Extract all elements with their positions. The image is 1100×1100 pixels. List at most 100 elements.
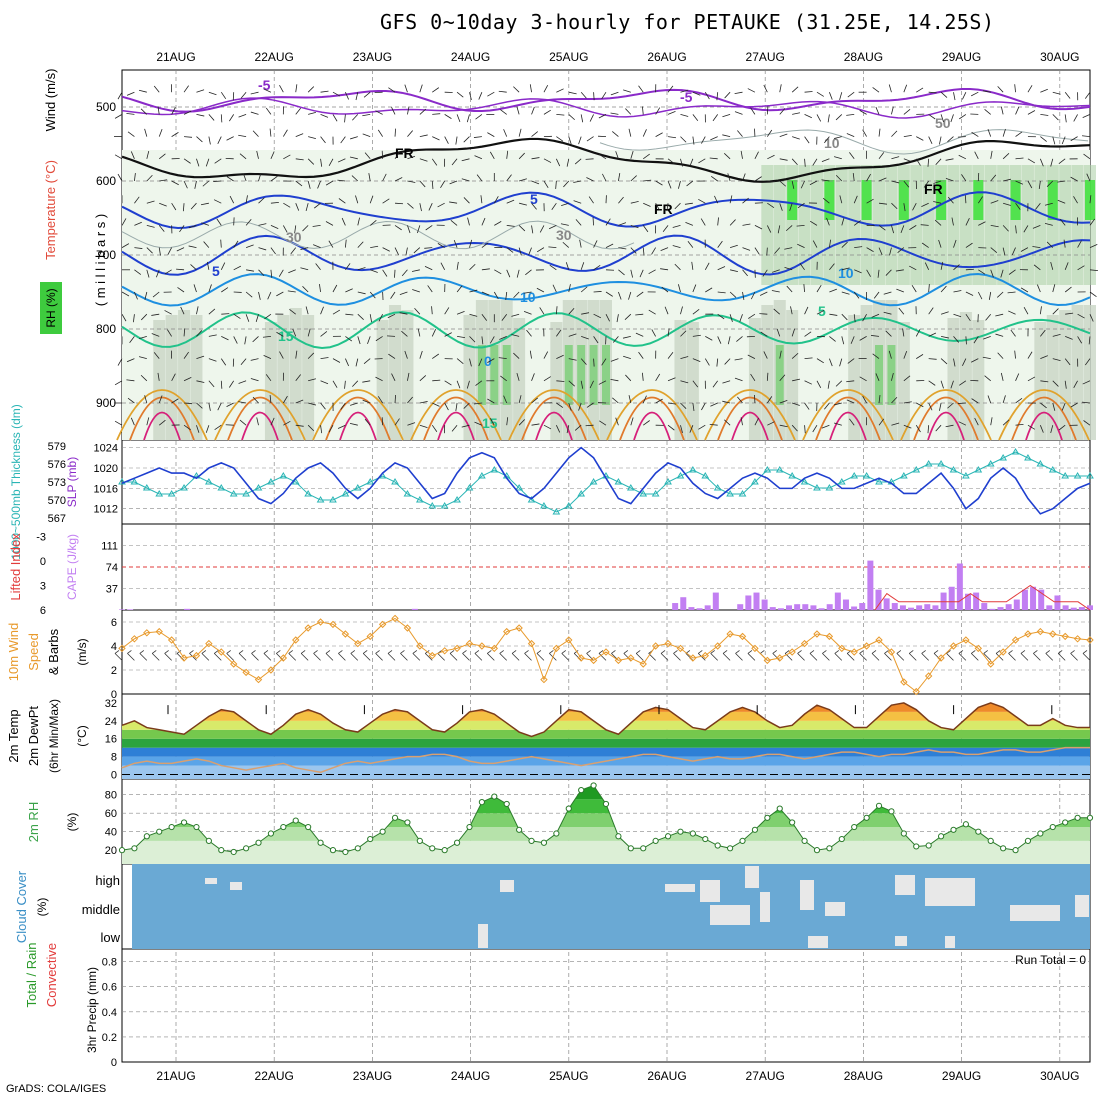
- upper-wind-barb: [229, 195, 235, 204]
- contour-warm-bowl: [1025, 411, 1063, 441]
- upper-wind-barb: [201, 222, 210, 226]
- wind-barb: [908, 653, 917, 661]
- upper-wind-barb: [543, 180, 549, 188]
- upper-wind-barb: [763, 84, 768, 93]
- cloud-gap: [478, 924, 488, 948]
- upper-wind-barb: [667, 136, 677, 139]
- rh2m-point: [131, 845, 138, 852]
- upper-wind-barb: [121, 218, 127, 226]
- cape-bar: [940, 592, 947, 610]
- rh-shade-midlevel: [1034, 165, 1047, 285]
- upper-wind-barb: [701, 136, 706, 144]
- upper-wind-barb: [997, 352, 1004, 359]
- upper-wind-barb: [390, 291, 396, 299]
- upper-wind-barb: [655, 132, 663, 137]
- wind-speed-point: [1024, 630, 1032, 638]
- upper-wind-barb: [548, 246, 557, 248]
- thickness-point: [999, 454, 1008, 461]
- upper-wind-barb: [312, 244, 321, 248]
- thickness-point: [304, 490, 313, 497]
- contour-warm-bowl: [116, 389, 208, 441]
- rh-shade-green: [490, 345, 499, 405]
- upper-wind-barb: [258, 291, 261, 300]
- upper-wind-barb: [134, 291, 138, 300]
- upper-wind-barb: [505, 291, 508, 300]
- upper-wind-barb: [812, 158, 818, 166]
- upper-wind-barb: [827, 114, 830, 123]
- cloud-gap: [945, 936, 955, 948]
- thickness-point: [837, 478, 846, 485]
- contour-15: [121, 311, 1091, 349]
- wind-barb: [797, 653, 805, 661]
- thickness-point: [813, 484, 821, 491]
- upper-wind-barb: [983, 336, 991, 340]
- upper-wind-barb: [792, 402, 800, 406]
- upper-wind-barb: [295, 374, 301, 382]
- contour-10: [121, 273, 1091, 307]
- upper-wind-barb: [431, 158, 438, 166]
- wind-barb: [511, 653, 520, 661]
- upper-wind-barb: [394, 418, 400, 426]
- upper-wind-barb: [859, 110, 867, 115]
- thickness-point: [142, 484, 151, 491]
- rh-shade-plume: [389, 305, 402, 440]
- upper-wind-barb: [841, 241, 848, 248]
- upper-wind-barb: [556, 380, 565, 382]
- upper-wind-barb: [140, 313, 148, 321]
- upper-wind-barb: [970, 91, 979, 97]
- upper-wind-barb: [947, 196, 954, 204]
- upper-wind-barb: [1089, 218, 1096, 226]
- rh-shade-green: [875, 345, 884, 405]
- upper-wind-barb: [772, 269, 780, 273]
- upper-wind-barb: [217, 402, 222, 411]
- wind-barb: [1082, 653, 1091, 661]
- thickness-point: [751, 478, 759, 485]
- cape-bar: [826, 604, 833, 610]
- upper-wind-barb: [295, 180, 303, 187]
- upper-wind-barb: [506, 247, 514, 253]
- upper-wind-barb: [593, 240, 598, 248]
- upper-wind-barb: [182, 203, 185, 212]
- upper-wind-barb: [516, 372, 520, 381]
- upper-wind-barb: [971, 131, 979, 137]
- upper-wind-barb: [953, 264, 960, 271]
- upper-wind-barb: [891, 156, 900, 160]
- upper-wind-barb: [722, 134, 731, 137]
- upper-wind-barb: [680, 356, 689, 359]
- upper-wind-barb: [250, 378, 259, 382]
- upper-wind-barb: [357, 267, 366, 271]
- upper-wind-barb: [407, 372, 410, 381]
- wind-speed-line: [121, 617, 1091, 693]
- upper-wind-barb: [950, 114, 954, 123]
- thickness-point: [1024, 454, 1032, 461]
- upper-wind-barb: [498, 90, 507, 93]
- upper-wind-barb: [444, 402, 449, 411]
- upper-wind-barb: [226, 136, 234, 141]
- wind-speed-point: [329, 620, 337, 629]
- upper-wind-barb: [1023, 307, 1029, 315]
- upper-wind-barb: [456, 310, 465, 315]
- upper-wind-barb: [394, 247, 399, 255]
- upper-wind-barb: [250, 91, 259, 95]
- upper-wind-barb: [151, 333, 160, 337]
- upper-wind-barb: [871, 335, 880, 337]
- contour-warm-bowl: [704, 389, 796, 441]
- upper-wind-barb: [337, 424, 346, 429]
- rh-shade-moist: [787, 180, 798, 220]
- upper-wind-barb: [220, 262, 226, 270]
- upper-wind-barb: [618, 222, 627, 226]
- upper-wind-barb: [320, 380, 329, 385]
- upper-wind-barb: [824, 136, 830, 144]
- wind-barb-flag: [127, 650, 132, 654]
- rh-shade-plume: [674, 320, 687, 440]
- upper-wind-barb: [953, 92, 956, 101]
- wind-barb: [400, 653, 408, 661]
- upper-wind-barb: [974, 151, 979, 159]
- wind-speed-point: [664, 639, 672, 648]
- upper-wind-barb: [289, 308, 296, 315]
- rh-band: [122, 813, 1090, 828]
- upper-wind-barb: [494, 221, 502, 226]
- upper-wind-barb: [466, 114, 470, 123]
- upper-wind-barb: [238, 134, 247, 137]
- cape-tick-label: 74: [106, 562, 118, 574]
